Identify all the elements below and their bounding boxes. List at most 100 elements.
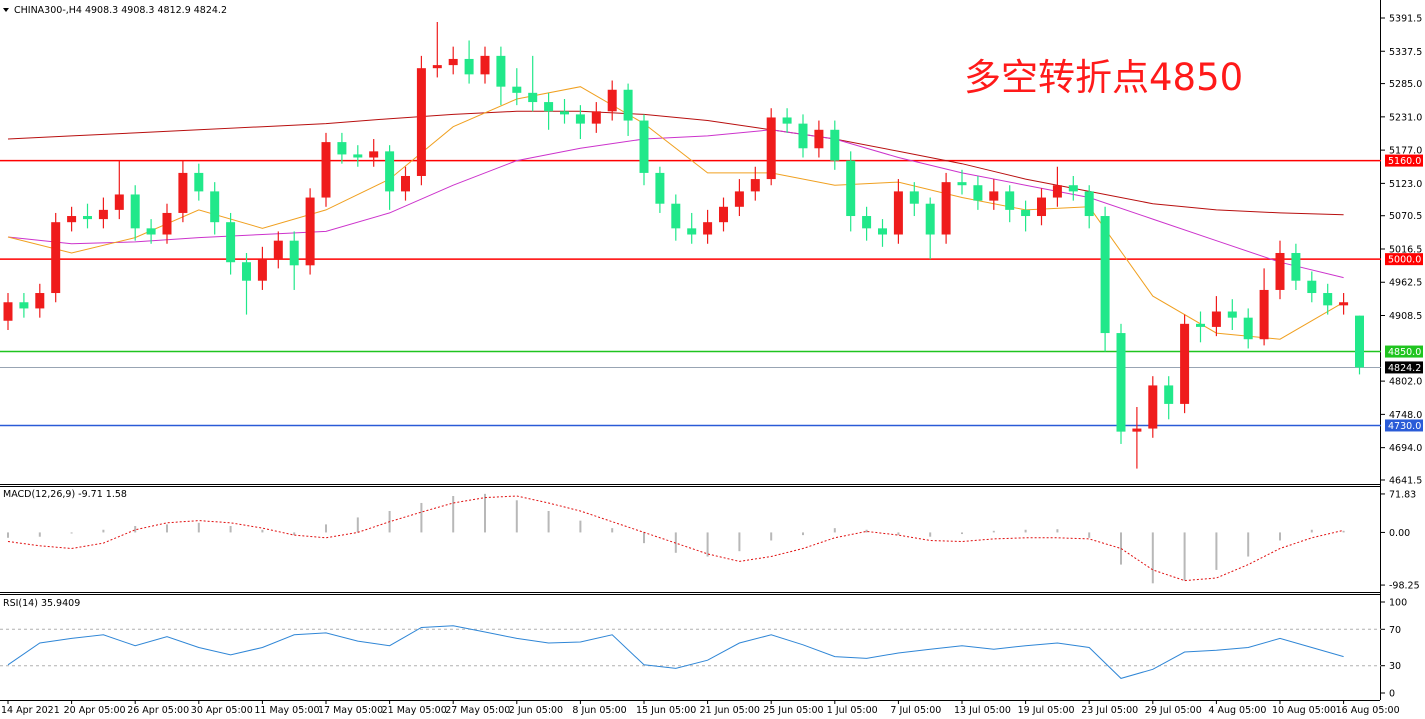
- candle-body: [1227, 311, 1237, 318]
- candle-body: [1275, 252, 1285, 290]
- candle-body: [782, 117, 792, 124]
- candle-body: [734, 191, 744, 207]
- candle-body: [989, 191, 999, 201]
- candle-body: [178, 172, 188, 213]
- y-tick-label: 5070.5: [1389, 211, 1422, 222]
- rsi-title: RSI(14) 35.9409: [3, 598, 80, 609]
- candle-body: [607, 89, 617, 112]
- candle-body: [544, 102, 554, 112]
- candle-body: [210, 191, 220, 223]
- y-tick-label: 5391.5: [1389, 13, 1422, 24]
- candle-body: [289, 240, 299, 266]
- y-tick-label: 4962.5: [1389, 278, 1422, 289]
- x-tick-label: 14 Apr 2021: [1, 705, 60, 716]
- candle-body: [671, 203, 681, 229]
- x-tick-label: 13 Jul 05:00: [954, 705, 1011, 716]
- y-tick-label: 100: [1389, 598, 1407, 609]
- candle-body: [1116, 333, 1126, 432]
- y-tick-label: 4748.0: [1389, 410, 1422, 421]
- candle-body: [496, 55, 506, 87]
- x-tick-label: 17 May 05:00: [318, 705, 383, 716]
- candle-body: [401, 175, 410, 192]
- y-tick-label: 4641.5: [1389, 475, 1422, 486]
- candle-body: [257, 259, 267, 281]
- candle-body: [1037, 197, 1046, 217]
- x-tick-label: 8 Jun 05:00: [572, 705, 626, 716]
- macd-signal: [7, 495, 1344, 582]
- moving-average: [7, 110, 1344, 216]
- y-tick-label: 5285.0: [1389, 79, 1422, 90]
- y-tick-label: -98.25: [1389, 581, 1420, 592]
- candle-body: [1052, 185, 1062, 198]
- y-tick-label: 4802.0: [1389, 377, 1422, 388]
- candle-body: [416, 68, 426, 176]
- level-tag-label: 5160.0: [1388, 156, 1421, 167]
- x-tick-label: 23 Jul 05:00: [1081, 705, 1138, 716]
- candle-body: [130, 194, 140, 229]
- x-tick-label: 21 May 05:00: [382, 705, 447, 716]
- candle-body: [591, 111, 601, 124]
- candle-body: [432, 65, 442, 69]
- macd-title: MACD(12,26,9) -9.71 1.58: [3, 489, 127, 500]
- candle-body: [114, 194, 124, 210]
- candle-body: [162, 212, 172, 235]
- candle-body: [878, 228, 887, 235]
- y-tick-label: 4694.0: [1389, 443, 1422, 454]
- candle-body: [1339, 302, 1349, 306]
- level-tag-label: 4850.0: [1388, 347, 1421, 358]
- candle-body: [242, 262, 251, 281]
- candle-body: [369, 151, 379, 158]
- candle-body: [560, 111, 569, 115]
- candle-body: [862, 216, 872, 229]
- x-tick-label: 27 May 05:00: [445, 705, 510, 716]
- x-tick-label: 20 Apr 05:00: [64, 705, 126, 716]
- level-tag: [1385, 154, 1423, 167]
- level-tag-label: 4730.0: [1388, 421, 1421, 432]
- candle-body: [67, 216, 77, 223]
- candle-body: [1291, 252, 1301, 281]
- candle-body: [957, 182, 967, 186]
- x-tick-label: 11 May 05:00: [254, 705, 319, 716]
- candle-body: [385, 151, 395, 192]
- candle-body: [464, 58, 474, 75]
- candle-body: [1211, 311, 1221, 327]
- candle-body: [146, 228, 156, 235]
- candle-body: [353, 154, 363, 158]
- level-tag-label: 5000.0: [1388, 255, 1421, 266]
- candle-body: [766, 117, 776, 180]
- menu-arrow[interactable]: [3, 8, 9, 12]
- candle-body: [273, 240, 283, 260]
- candle-body: [1196, 323, 1205, 327]
- x-tick-label: 7 Jul 05:00: [890, 705, 941, 716]
- candle-body: [512, 86, 522, 93]
- y-tick-label: 5123.0: [1389, 179, 1422, 190]
- x-tick-label: 2 Jun 05:00: [509, 705, 563, 716]
- y-tick-label: 5016.5: [1389, 244, 1422, 255]
- candle-body: [909, 191, 919, 204]
- candle-body: [973, 185, 983, 201]
- candle-body: [51, 222, 61, 294]
- candle-body: [226, 222, 236, 263]
- x-tick-label: 16 Aug 05:00: [1336, 705, 1400, 716]
- level-tag: [1385, 419, 1423, 432]
- x-tick-label: 19 Jul 05:00: [1018, 705, 1075, 716]
- y-tick-label: 4908.5: [1389, 311, 1422, 322]
- annotation: 多空转折点4850: [964, 56, 1243, 99]
- candle-body: [750, 179, 760, 192]
- candle-body: [1355, 315, 1364, 368]
- candle-body: [687, 228, 697, 235]
- y-tick-label: 70: [1389, 625, 1401, 636]
- candle-body: [830, 129, 840, 161]
- candle-body: [35, 293, 45, 309]
- x-tick-label: 15 Jun 05:00: [636, 705, 696, 716]
- candle-body: [623, 89, 633, 121]
- candle-body: [305, 197, 315, 266]
- y-tick-label: 5337.5: [1389, 47, 1422, 58]
- candle-body: [798, 123, 808, 149]
- x-tick-label: 10 Aug 05:00: [1272, 705, 1336, 716]
- candle-body: [703, 222, 713, 235]
- x-tick-label: 21 Jun 05:00: [700, 705, 760, 716]
- candle-body: [194, 172, 204, 192]
